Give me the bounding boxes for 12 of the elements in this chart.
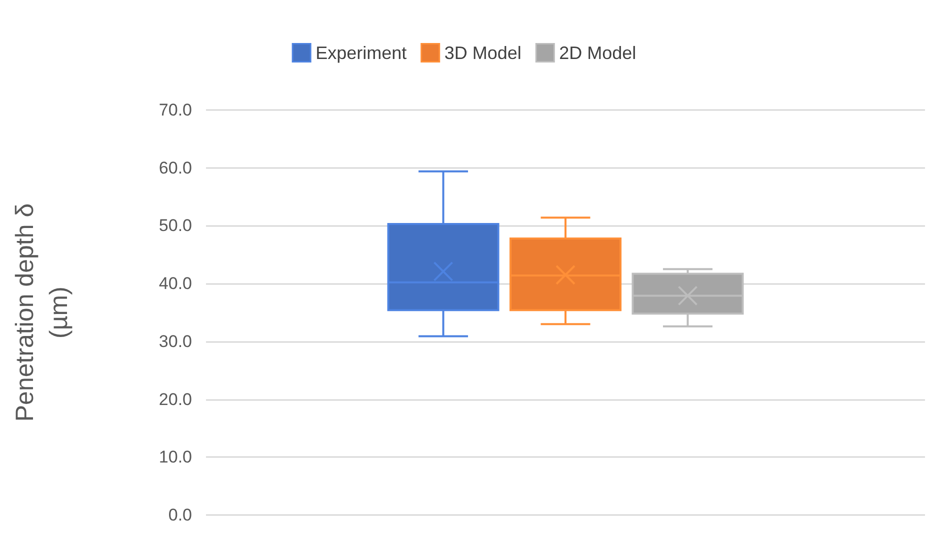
y-tick-label: 20.0 bbox=[158, 390, 192, 409]
y-tick-label: 40.0 bbox=[158, 274, 192, 294]
y-tick-label: 70.0 bbox=[158, 100, 192, 120]
y-tick-label: 50.0 bbox=[158, 216, 192, 236]
legend-label: Experiment bbox=[316, 42, 407, 63]
y-axis-title: Penetration depth δ (µm) bbox=[11, 203, 73, 422]
legend-label: 2D Model bbox=[559, 42, 636, 63]
y-tick-label: 60.0 bbox=[158, 158, 192, 178]
y-tick-label: 10.0 bbox=[158, 448, 192, 467]
y-tick-label: 30.0 bbox=[158, 332, 192, 351]
y-tick-label: 0.0 bbox=[168, 506, 192, 524]
legend-label: 3D Model bbox=[444, 42, 522, 63]
